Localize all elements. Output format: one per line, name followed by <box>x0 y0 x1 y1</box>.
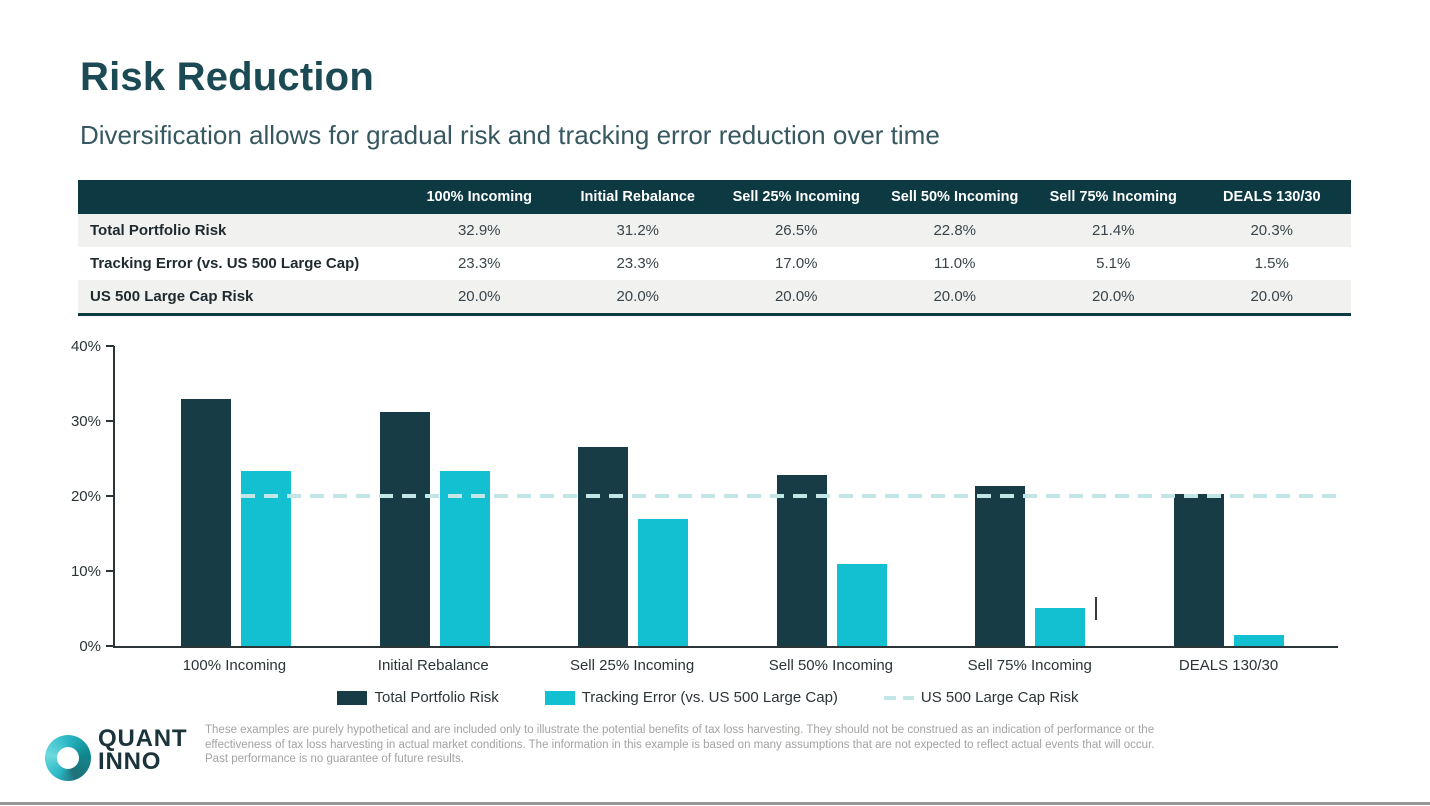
chart-plot-area: 0% 10% 20% 30% 40% <box>71 338 1338 655</box>
bar-group <box>336 346 535 646</box>
table-row: Tracking Error (vs. US 500 Large Cap) 23.… <box>78 247 1351 280</box>
table-row: Total Portfolio Risk 32.9% 31.2% 26.5% 22.8%… <box>78 214 1351 247</box>
tracking-error-bar <box>241 471 292 646</box>
table-value-cell: 20.0% <box>616 288 660 305</box>
table-value-cell: 20.0% <box>933 288 977 305</box>
y-axis-tick <box>106 345 114 347</box>
legend-label: Total Portfolio Risk <box>374 689 499 706</box>
risk-bar-chart: 0% 10% 20% 30% 40% 100% Incoming Initial Reba… <box>71 338 1368 706</box>
y-axis-tick <box>106 495 114 497</box>
table-value-cell: 20.0% <box>1091 288 1135 305</box>
x-axis-category-label: Sell 75% Incoming <box>967 657 1092 674</box>
table-value-cell: 17.0% <box>774 255 818 272</box>
x-axis-category-label: DEALS 130/30 <box>1178 657 1279 674</box>
bar-group <box>733 346 932 646</box>
y-axis-tick-label: 0% <box>79 638 101 655</box>
table-value-cell: 5.1% <box>1096 255 1131 272</box>
legend-item: US 500 Large Cap Risk <box>883 689 1079 706</box>
quantinno-logo-icon <box>45 735 91 781</box>
table-value-cell: 31.2% <box>616 222 660 239</box>
risk-metrics-table: 100% Incoming Initial Rebalance Sell 25% I… <box>78 180 1351 316</box>
tracking-error-bar <box>1035 607 1086 646</box>
table-column-header: Sell 50% Incoming <box>891 189 1019 205</box>
table-column-header: DEALS 130/30 <box>1222 189 1321 205</box>
logo-ring-hole <box>57 747 79 769</box>
disclaimer-line: These examples are purely hypothetical a… <box>205 724 1155 736</box>
y-axis-tick-label: 40% <box>70 338 101 355</box>
table-value-cell: 11.0% <box>934 255 976 272</box>
legend-swatch-dash <box>883 695 914 700</box>
logo-line-2: INNO <box>98 748 162 775</box>
table-row: US 500 Large Cap Risk 20.0% 20.0% 20.0% 20.0… <box>78 280 1351 313</box>
table-header-row: 100% Incoming Initial Rebalance Sell 25% I… <box>78 180 1351 214</box>
table-value-cell: 20.3% <box>1250 222 1294 239</box>
x-axis-category-label: Sell 25% Incoming <box>569 657 695 674</box>
table-value-cell: 26.5% <box>774 222 818 239</box>
table-row-label: US 500 Large Cap Risk <box>90 288 254 305</box>
bar-group <box>137 346 336 646</box>
total-portfolio-risk-bar <box>379 412 430 646</box>
table-column-header: Initial Rebalance <box>580 189 695 205</box>
page-title: Risk Reduction <box>80 55 374 99</box>
table-value-cell: 32.9% <box>457 222 501 239</box>
legend-item: Total Portfolio Risk <box>337 689 499 706</box>
chart-legend: Total Portfolio Risk Tracking Error (vs. … <box>78 689 1338 706</box>
y-axis-tick <box>106 420 114 422</box>
y-axis-tick-label: 30% <box>70 413 101 430</box>
table-value-cell: 21.4% <box>1091 222 1135 239</box>
logo-line-1: QUANT <box>98 725 188 752</box>
table-value-cell: 20.0% <box>1250 288 1294 305</box>
table-value-cell: 20.0% <box>457 288 501 305</box>
disclaimer-text: These examples are purely hypothetical a… <box>205 723 1245 767</box>
legend-swatch-dark <box>337 690 368 705</box>
table-value-cell: 20.0% <box>774 288 818 305</box>
legend-item: Tracking Error (vs. US 500 Large Cap) <box>544 689 838 706</box>
tracking-error-bar <box>1233 634 1284 646</box>
y-axis-tick <box>106 645 114 647</box>
quantinno-logo-text: QUANT INNO <box>98 725 188 775</box>
legend-label: US 500 Large Cap Risk <box>920 689 1079 706</box>
table-column-header: Sell 25% Incoming <box>732 189 860 205</box>
tracking-error-bar <box>439 471 490 646</box>
total-portfolio-risk-bar <box>181 399 232 646</box>
bar-group <box>1130 346 1329 646</box>
tracking-error-bar <box>638 518 689 646</box>
y-axis-tick-label: 10% <box>70 563 101 580</box>
window-bottom-edge <box>0 802 1430 805</box>
total-portfolio-risk-bar <box>578 447 629 646</box>
table-value-cell: 23.3% <box>457 255 501 272</box>
table-row-label: Total Portfolio Risk <box>90 222 227 239</box>
page-subtitle: Diversification allows for gradual risk … <box>80 120 940 150</box>
disclaimer-line: effectiveness of tax loss harvesting in … <box>205 738 1155 751</box>
bar-group <box>931 346 1130 646</box>
x-axis-category-label: 100% Incoming <box>182 657 287 674</box>
reference-line-us500-risk <box>241 494 1336 498</box>
table-column-header: Sell 75% Incoming <box>1049 189 1177 205</box>
tracking-error-bar <box>836 563 887 646</box>
bar-group <box>534 346 733 646</box>
x-axis-category-label: Sell 50% Incoming <box>768 657 894 674</box>
table-column-header: 100% Incoming <box>426 189 533 205</box>
disclaimer-line: Past performance is no guarantee of futu… <box>205 753 464 765</box>
x-axis-category-label: Initial Rebalance <box>377 657 489 674</box>
table-value-cell: 1.5% <box>1254 255 1289 272</box>
bar-groups <box>115 346 1338 646</box>
table-value-cell: 22.8% <box>933 222 977 239</box>
legend-swatch-cyan <box>544 690 575 705</box>
table-value-cell: 23.3% <box>616 255 660 272</box>
text-cursor-artifact <box>1095 597 1097 620</box>
y-axis-tick <box>106 570 114 572</box>
table-row-label: Tracking Error (vs. US 500 Large Cap) <box>90 255 360 272</box>
total-portfolio-risk-bar <box>975 485 1026 646</box>
chart-x-axis-labels: 100% Incoming Initial Rebalance Sell 25% I… <box>113 657 1338 674</box>
legend-label: Tracking Error (vs. US 500 Large Cap) <box>581 689 838 706</box>
total-portfolio-risk-bar <box>1173 493 1224 646</box>
y-axis-tick-label: 20% <box>70 488 101 505</box>
total-portfolio-risk-bar <box>776 475 827 646</box>
